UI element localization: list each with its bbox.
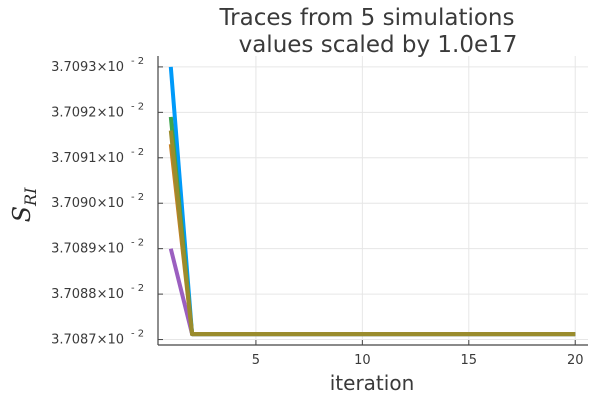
chart-title-line-1: Traces from 5 simulations	[219, 5, 515, 31]
y-tick-label: 3.7093×10	[51, 60, 124, 75]
y-tick-label: 3.7089×10	[51, 242, 124, 257]
y-axis-label-base: S	[8, 206, 36, 222]
y-tick-label: 3.7088×10	[51, 287, 124, 302]
y-tick-exponent: - 2	[131, 147, 144, 158]
y-tick-label: 3.7090×10	[51, 196, 124, 211]
chart-title-line-2: values scaled by 1.0e17	[239, 32, 518, 58]
y-tick-label: 3.7092×10	[51, 105, 124, 120]
x-tick-label: 20	[567, 353, 584, 368]
axes	[157, 56, 588, 346]
y-axis-label-sub: RI	[21, 187, 40, 207]
y-axis-label: SRI	[8, 187, 40, 223]
y-tick-exponent: - 2	[131, 283, 144, 294]
series-line	[168, 116, 576, 337]
x-axis-label: iteration	[330, 371, 415, 395]
series-lines	[168, 66, 576, 337]
y-tick-exponent: - 2	[131, 238, 144, 249]
y-tick-label: 3.7087×10	[51, 333, 124, 348]
y-tick-exponent: - 2	[131, 101, 144, 112]
series-line	[168, 130, 576, 337]
y-ticks: 3.7087×10 - 2 3.7088×10 - 2 3.7089×10 - 2 3.70…	[51, 56, 163, 348]
grid-lines	[158, 56, 588, 345]
y-tick-exponent: - 2	[131, 56, 144, 67]
x-tick-label: 10	[354, 353, 371, 368]
x-ticks: 5 10 15 20	[252, 340, 584, 368]
y-tick-label: 3.7091×10	[51, 151, 124, 166]
series-line	[168, 143, 576, 337]
x-tick-label: 5	[252, 353, 260, 368]
series-line	[168, 248, 576, 337]
x-tick-label: 15	[461, 353, 478, 368]
y-tick-exponent: - 2	[131, 329, 144, 340]
y-tick-exponent: - 2	[131, 192, 144, 203]
